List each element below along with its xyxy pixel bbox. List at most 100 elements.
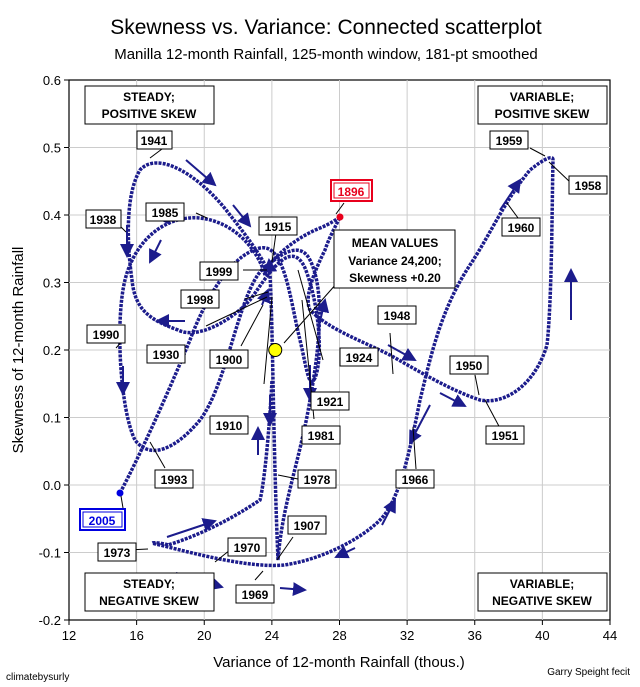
svg-text:NEGATIVE SKEW: NEGATIVE SKEW [492,594,592,608]
year-label-1966: 1966 [395,469,435,489]
x-axis-ticks: 12 16 20 24 28 32 36 40 44 [62,620,617,643]
year-label-1993: 1993 [154,469,194,489]
year-label-1950: 1950 [449,355,489,375]
year-label-1938: 1938 [85,209,122,229]
svg-text:1990: 1990 [93,328,120,342]
svg-text:1993: 1993 [161,473,188,487]
svg-text:1969: 1969 [242,588,269,602]
credit-left: climatebysurly [6,672,69,683]
year-label-1973: 1973 [97,542,137,562]
y-tick-label: 0.2 [43,343,61,358]
x-tick-label: 40 [535,628,549,643]
year-label-2005: 2005 [79,508,126,531]
year-label-1998: 1998 [180,289,220,309]
x-tick-label: 44 [603,628,617,643]
x-tick-label: 12 [62,628,76,643]
end-point-2005 [116,489,124,497]
y-tick-label: -0.2 [39,613,61,628]
quadrant-top-right: VARIABLE; POSITIVE SKEW [477,85,608,125]
year-label-1951: 1951 [485,425,525,445]
x-tick-label: 36 [468,628,482,643]
start-point-1896 [336,213,344,221]
svg-text:POSITIVE SKEW: POSITIVE SKEW [495,107,590,121]
svg-text:1966: 1966 [402,473,429,487]
x-tick-label: 20 [197,628,211,643]
y-tick-label: 0.0 [43,478,61,493]
quadrant-top-left: STEADY; POSITIVE SKEW [84,85,215,125]
svg-text:1998: 1998 [187,293,214,307]
svg-text:2005: 2005 [89,514,116,528]
svg-text:1900: 1900 [216,353,243,367]
mean-skewness: Skewness +0.20 [349,271,441,285]
svg-text:1924: 1924 [346,351,373,365]
quadrant-bottom-right: VARIABLE; NEGATIVE SKEW [477,572,608,612]
year-label-1970: 1970 [227,537,267,557]
svg-text:1910: 1910 [216,419,243,433]
credit-right: Garry Speight fecit [547,667,630,678]
year-label-1978: 1978 [297,469,337,489]
mean-title: MEAN VALUES [352,236,438,250]
y-tick-label: 0.1 [43,411,61,426]
svg-text:VARIABLE;: VARIABLE; [510,90,574,104]
mean-values-box: MEAN VALUES Variance 24,200; Skewness +0… [333,229,456,289]
svg-text:1896: 1896 [338,185,365,199]
year-label-1907: 1907 [287,515,327,535]
year-label-1896: 1896 [330,179,373,202]
svg-text:1958: 1958 [575,179,602,193]
year-label-1948: 1948 [377,305,417,325]
trajectory-line [118,156,555,568]
x-tick-label: 32 [400,628,414,643]
mean-variance: Variance 24,200; [348,254,441,268]
x-tick-label: 24 [265,628,279,643]
y-tick-label: 0.4 [43,208,61,223]
svg-text:STEADY;: STEADY; [123,577,175,591]
year-label-1960: 1960 [501,217,541,237]
year-label-1915: 1915 [258,216,298,236]
year-label-1941: 1941 [136,130,173,150]
svg-text:1959: 1959 [496,134,523,148]
year-label-1990: 1990 [86,324,126,344]
svg-text:1921: 1921 [317,395,344,409]
x-axis-label: Variance of 12-month Rainfall (thous.) [213,654,465,671]
year-label-1985: 1985 [145,202,185,222]
svg-text:1948: 1948 [384,309,411,323]
svg-text:1941: 1941 [141,134,168,148]
svg-text:1915: 1915 [265,220,292,234]
year-label-1969: 1969 [235,584,275,604]
svg-text:1907: 1907 [294,519,321,533]
year-label-1930: 1930 [146,344,186,364]
y-axis-ticks: -0.2 -0.1 0.0 0.1 0.2 0.3 0.4 0.5 0.6 [39,73,69,628]
mean-value-point [268,343,283,357]
x-tick-label: 16 [129,628,143,643]
year-label-1910: 1910 [209,415,249,435]
y-tick-label: 0.3 [43,276,61,291]
svg-text:STEADY;: STEADY; [123,90,175,104]
year-label-1900: 1900 [209,349,249,369]
svg-text:1973: 1973 [104,546,131,560]
svg-text:1930: 1930 [153,348,180,362]
quadrant-bottom-left: STEADY; NEGATIVE SKEW [84,572,215,612]
y-axis-label: Skewness of 12-month Rainfall [10,247,27,454]
svg-text:1978: 1978 [304,473,331,487]
svg-text:VARIABLE;: VARIABLE; [510,577,574,591]
year-label-1921: 1921 [310,391,350,411]
year-label-1959: 1959 [489,130,529,150]
year-label-1981: 1981 [301,425,341,445]
svg-text:1951: 1951 [492,429,519,443]
y-tick-label: -0.1 [39,546,61,561]
svg-text:POSITIVE SKEW: POSITIVE SKEW [102,107,197,121]
svg-text:1938: 1938 [90,213,117,227]
year-label-1924: 1924 [339,347,379,367]
svg-text:1981: 1981 [308,429,335,443]
year-labels: 1896 2005 1941 1938 1985 1915 1999 [79,130,608,604]
chart-title: Skewness vs. Variance: Connected scatter… [110,16,542,39]
y-tick-label: 0.5 [43,141,61,156]
year-label-1958: 1958 [568,175,608,195]
svg-text:1960: 1960 [508,221,535,235]
y-tick-label: 0.6 [43,73,61,88]
svg-text:1970: 1970 [234,541,261,555]
svg-text:NEGATIVE SKEW: NEGATIVE SKEW [99,594,199,608]
svg-text:1985: 1985 [152,206,179,220]
svg-text:1950: 1950 [456,359,483,373]
